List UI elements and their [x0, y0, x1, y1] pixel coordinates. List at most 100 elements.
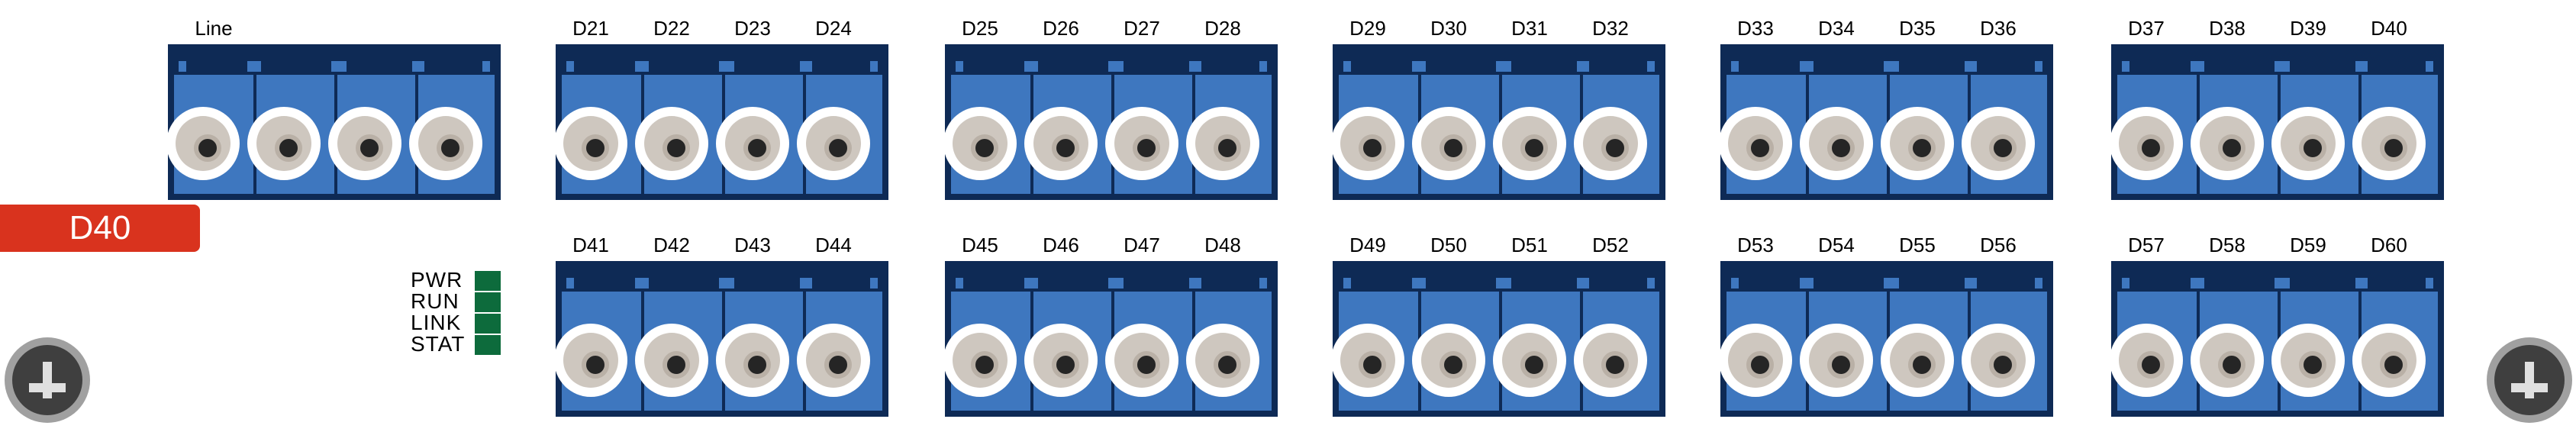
connector-ferrule	[2137, 351, 2165, 379]
port-connector-d56[interactable]	[1962, 324, 2035, 397]
connector-ring	[725, 333, 780, 388]
port-connector-d37[interactable]	[2110, 107, 2183, 180]
line-port-connector[interactable]	[328, 107, 401, 180]
connector-ring	[1971, 116, 2026, 171]
port-connector-d40[interactable]	[2352, 107, 2426, 180]
connector-ferrule	[1440, 134, 1467, 162]
module-latch-tab	[2275, 61, 2282, 72]
connector-ferrule	[824, 134, 852, 162]
port-connector-d27[interactable]	[1105, 107, 1178, 180]
line-port-connector[interactable]	[166, 107, 240, 180]
port-label-d31: D31	[1511, 17, 1548, 40]
connector-ring	[176, 116, 231, 171]
connector-ferrule	[275, 134, 302, 162]
module-latch-tab	[1412, 278, 1420, 289]
port-connector-d42[interactable]	[635, 324, 708, 397]
module-latch-tab	[247, 61, 255, 72]
port-connector-d58[interactable]	[2191, 324, 2264, 397]
port-module-d45-d48	[943, 261, 1278, 417]
port-connector-d52[interactable]	[1574, 324, 1647, 397]
module-latch-tab	[1116, 278, 1124, 289]
port-connector-d59[interactable]	[2271, 324, 2345, 397]
line-port-connector[interactable]	[409, 107, 482, 180]
port-connector-d60[interactable]	[2352, 324, 2426, 397]
connector-ferrule	[743, 351, 771, 379]
connector-ring	[1890, 333, 1945, 388]
module-latch-tab	[417, 61, 424, 72]
port-connector-d25[interactable]	[943, 107, 1017, 180]
connector-ring	[2200, 333, 2255, 388]
module-latch-tab	[1030, 61, 1038, 72]
port-label-d35: D35	[1899, 17, 1936, 40]
port-connector-d31[interactable]	[1493, 107, 1566, 180]
port-module-d37-d40	[2110, 44, 2444, 200]
port-connector-d34[interactable]	[1800, 107, 1873, 180]
port-connector-d45[interactable]	[943, 324, 1017, 397]
port-connector-d24[interactable]	[797, 107, 870, 180]
module-latch-tab	[2197, 61, 2204, 72]
connector-ferrule	[1746, 134, 1774, 162]
port-label-d46: D46	[1043, 234, 1079, 256]
module-latch-tab	[2275, 278, 2282, 289]
port-connector-d21[interactable]	[554, 107, 627, 180]
line-port-connector[interactable]	[247, 107, 321, 180]
module-latch-tab	[2360, 61, 2368, 72]
connector-ferrule	[1989, 351, 2017, 379]
port-connector-d55[interactable]	[1881, 324, 1954, 397]
connector-ring	[1583, 333, 1638, 388]
port-connector-d22[interactable]	[635, 107, 708, 180]
module-latch-tab	[1577, 278, 1585, 289]
connector-ring	[1809, 116, 1864, 171]
module-latch-tab	[1884, 61, 1891, 72]
module-latch-tab	[800, 278, 808, 289]
port-connector-d23[interactable]	[716, 107, 789, 180]
port-connector-d32[interactable]	[1574, 107, 1647, 180]
module-latch-tab	[1259, 61, 1267, 72]
port-connector-d39[interactable]	[2271, 107, 2345, 180]
module-latch-tab	[2191, 278, 2198, 289]
port-connector-d51[interactable]	[1493, 324, 1566, 397]
device-label-badge: D40	[0, 205, 200, 252]
module-latch-tab	[2122, 61, 2129, 72]
port-module-d41-d44	[554, 261, 888, 417]
module-latch-tab	[2035, 278, 2042, 289]
port-connector-d38[interactable]	[2191, 107, 2264, 180]
port-connector-d50[interactable]	[1412, 324, 1485, 397]
port-connector-d36[interactable]	[1962, 107, 2035, 180]
port-connector-d29[interactable]	[1331, 107, 1404, 180]
port-connector-d57[interactable]	[2110, 324, 2183, 397]
port-connector-d44[interactable]	[797, 324, 870, 397]
module-latch-tab	[339, 61, 347, 72]
port-connector-d49[interactable]	[1331, 324, 1404, 397]
module-latch-tab	[1581, 278, 1589, 289]
port-module-d33-d36	[1719, 44, 2053, 200]
connector-ferrule	[2380, 134, 2407, 162]
module-latch-tab	[1108, 61, 1116, 72]
port-connector-d43[interactable]	[716, 324, 789, 397]
connector-ferrule	[582, 134, 609, 162]
module-latch-tab	[2122, 278, 2129, 289]
port-connector-d35[interactable]	[1881, 107, 1954, 180]
port-connector-d54[interactable]	[1800, 324, 1873, 397]
port-connector-d48[interactable]	[1186, 324, 1259, 397]
port-module-d25-d28	[943, 44, 1278, 200]
port-connector-d26[interactable]	[1024, 107, 1098, 180]
port-connector-d41[interactable]	[554, 324, 627, 397]
port-connector-d46[interactable]	[1024, 324, 1098, 397]
connector-ferrule	[2137, 134, 2165, 162]
port-connector-d28[interactable]	[1186, 107, 1259, 180]
module-latch-tab	[1343, 278, 1351, 289]
connector-ring	[953, 333, 1008, 388]
module-latch-tab	[804, 61, 812, 72]
port-connector-d53[interactable]	[1719, 324, 1792, 397]
port-connector-d47[interactable]	[1105, 324, 1178, 397]
connector-ring	[1195, 333, 1250, 388]
port-connector-d33[interactable]	[1719, 107, 1792, 180]
connector-ferrule	[1827, 351, 1855, 379]
connector-ferrule	[663, 134, 690, 162]
module-latch-tab	[1731, 278, 1739, 289]
port-connector-d30[interactable]	[1412, 107, 1485, 180]
connector-ferrule	[1052, 351, 1079, 379]
module-latch-tab	[635, 278, 643, 289]
module-latch-tab	[1030, 278, 1038, 289]
